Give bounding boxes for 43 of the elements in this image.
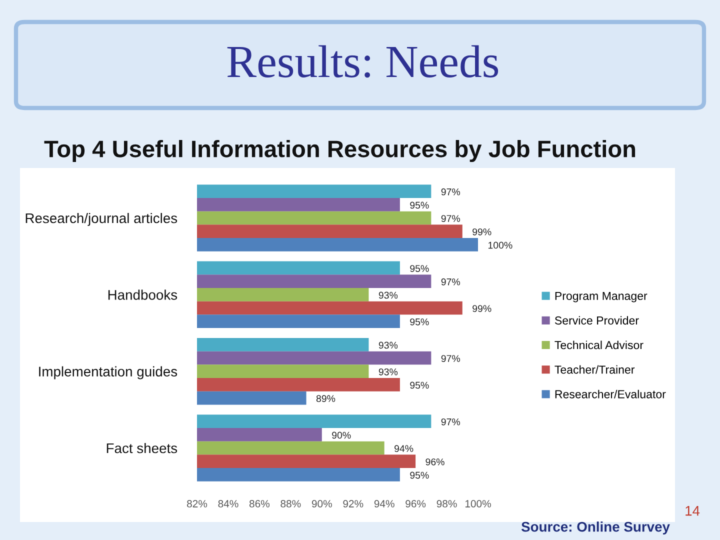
data-label: 96%: [426, 458, 444, 466]
data-label: 97%: [441, 188, 460, 196]
data-label: 93%: [378, 292, 398, 299]
data-label: 97%: [441, 215, 460, 222]
x-tick-label: 82%: [187, 500, 208, 508]
data-label: 95%: [410, 472, 429, 479]
data-label: 94%: [394, 445, 414, 452]
source-note: Source: Online Survey: [521, 522, 670, 534]
legend-label: Researcher/Evaluator: [555, 390, 666, 398]
legend-label: Service Provider: [554, 316, 639, 325]
data-label: 99%: [472, 305, 492, 312]
text: 14: [686, 506, 700, 516]
x-tick-label: 94%: [374, 500, 394, 508]
x-tick-label: 92%: [343, 500, 364, 508]
legend-label: Technical Advisor: [554, 340, 644, 350]
x-tick-label: 88%: [280, 500, 301, 508]
y-tick-label: Handbooks: [108, 290, 178, 300]
data-label: 97%: [441, 278, 460, 286]
data-label: 93%: [378, 342, 398, 349]
data-label: 97%: [441, 355, 460, 362]
x-tick-label: 98%: [436, 500, 457, 508]
x-tick-label: 84%: [218, 500, 238, 508]
y-tick-label: Fact sheets: [106, 442, 178, 454]
x-tick-label: 100%: [465, 500, 491, 508]
x-tick-label: 90%: [312, 500, 332, 508]
data-label: 95%: [410, 318, 429, 326]
data-label: 100%: [488, 242, 512, 249]
chart-subtitle: Top 4 Useful Information Resources by Job Function: [44, 140, 636, 162]
data-label: 90%: [332, 432, 351, 439]
data-label: 95%: [410, 382, 429, 389]
data-label: 95%: [410, 265, 429, 272]
chart-title: Results: Needs: [227, 45, 498, 78]
x-tick-label: 96%: [406, 500, 426, 508]
data-label: 95%: [410, 202, 429, 209]
data-label: 99%: [472, 228, 492, 236]
data-label: 89%: [316, 395, 336, 402]
y-tick-label: Research/journal articles: [26, 212, 178, 226]
data-label: 97%: [441, 418, 460, 426]
y-tick-label: Implementation guides: [39, 366, 178, 380]
x-tick-label: 86%: [249, 500, 270, 508]
legend-label: Teacher/Trainer: [554, 365, 635, 374]
data-label: 93%: [378, 368, 398, 376]
legend-label: Program Manager: [555, 292, 648, 302]
